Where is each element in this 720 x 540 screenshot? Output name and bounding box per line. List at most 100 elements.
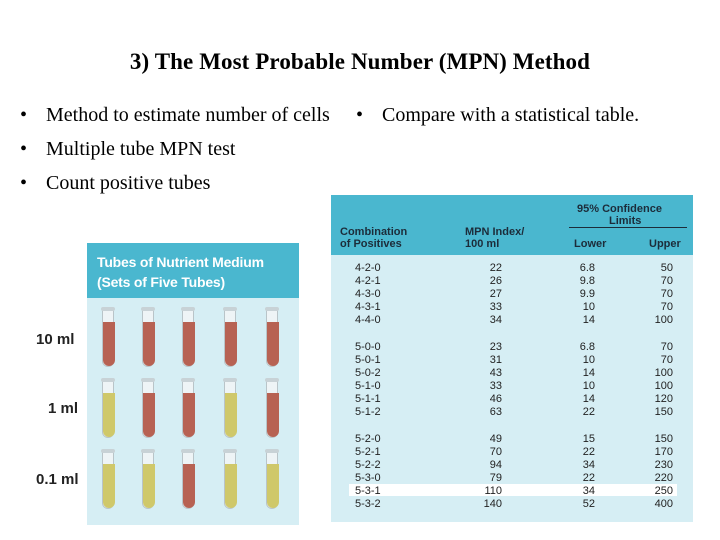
upper-limit-cell: 230 (654, 459, 673, 471)
upper-limit-cell: 170 (654, 446, 673, 458)
upper-limit-cell: 70 (660, 341, 673, 353)
combination-cell: 5-1-2 (355, 406, 381, 418)
test-tube-positive (101, 307, 115, 369)
upper-limit-cell: 150 (654, 406, 673, 418)
test-tube-positive (141, 378, 155, 440)
mpn-cell: 70 (489, 446, 502, 458)
mpn-cell: 34 (489, 314, 502, 326)
combination-cell: 5-0-1 (355, 354, 381, 366)
lower-limit-cell: 9.8 (579, 275, 595, 287)
lower-limit-cell: 6.8 (579, 262, 595, 274)
combination-cell: 4-4-0 (355, 314, 381, 326)
bullet-item: Method to estimate number of cells (20, 104, 340, 126)
mpn-cell: 23 (489, 341, 502, 353)
combination-header-line2: of Positives (340, 238, 402, 250)
mpn-cell: 26 (489, 275, 502, 287)
combination-cell: 5-3-0 (355, 472, 381, 484)
test-tube-negative (265, 449, 279, 511)
mpn-cell: 27 (489, 288, 502, 300)
combination-cell: 5-0-0 (355, 341, 381, 353)
mpn-cell: 79 (489, 472, 502, 484)
row-label-0-1ml: 0.1 ml (36, 471, 79, 488)
upper-limit-cell: 50 (660, 262, 673, 274)
mpn-header-line2: 100 ml (465, 238, 500, 250)
mpn-cell: 22 (489, 262, 502, 274)
tubes-header: Tubes of Nutrient Medium (Sets of Five T… (87, 243, 299, 298)
upper-limit-cell: 70 (660, 354, 673, 366)
upper-limit-cell: 220 (654, 472, 673, 484)
row-label-1ml: 1 ml (48, 400, 79, 417)
upper-header: Upper (649, 238, 681, 250)
lower-limit-cell: 22 (582, 406, 595, 418)
upper-limit-cell: 100 (654, 380, 673, 392)
test-tube-positive (181, 378, 195, 440)
mpn-header-line1: MPN Index/ (465, 226, 525, 238)
combination-cell: 5-3-1 (355, 485, 381, 497)
combination-cell: 5-3-2 (355, 498, 381, 510)
test-tube-negative (223, 449, 237, 511)
upper-limit-cell: 100 (654, 314, 673, 326)
mpn-cell: 94 (489, 459, 502, 471)
test-tube-positive (141, 307, 155, 369)
lower-limit-cell: 22 (582, 446, 595, 458)
mpn-cell: 140 (483, 498, 502, 510)
lower-header: Lower (574, 238, 607, 250)
right-bullet-list: Compare with a statistical table. (356, 104, 676, 138)
mpn-cell: 33 (489, 380, 502, 392)
row-label-10ml: 10 ml (36, 331, 75, 348)
lower-limit-cell: 52 (582, 498, 595, 510)
left-bullet-list: Method to estimate number of cells Multi… (20, 104, 340, 206)
combination-cell: 4-3-1 (355, 301, 381, 313)
mpn-cell: 49 (489, 433, 502, 445)
test-tube-negative (101, 449, 115, 511)
combination-cell: 5-1-1 (355, 393, 381, 405)
upper-limit-cell: 250 (654, 485, 673, 497)
test-tube-negative (223, 378, 237, 440)
mpn-cell: 110 (484, 485, 502, 497)
lower-limit-cell: 14 (582, 314, 595, 326)
tubes-header-line2: (Sets of Five Tubes) (97, 274, 225, 290)
bullet-item: Compare with a statistical table. (356, 104, 676, 126)
combination-cell: 5-2-2 (355, 459, 381, 471)
test-tube-positive (181, 307, 195, 369)
lower-limit-cell: 15 (582, 433, 595, 445)
table-header: 95% Confidence Limits Combination of Pos… (331, 195, 693, 255)
ci-header-line1: 95% Confidence (577, 203, 662, 215)
test-tube-negative (141, 449, 155, 511)
upper-limit-cell: 150 (654, 433, 673, 445)
lower-limit-cell: 14 (582, 367, 595, 379)
combination-cell: 5-1-0 (355, 380, 381, 392)
test-tube-positive (223, 307, 237, 369)
combination-cell: 5-2-1 (355, 446, 381, 458)
bullet-item: Count positive tubes (20, 172, 340, 194)
combination-cell: 5-0-2 (355, 367, 381, 379)
lower-limit-cell: 10 (582, 301, 595, 313)
test-tube-positive (181, 449, 195, 511)
mpn-cell: 31 (489, 354, 502, 366)
tubes-illustration: Tubes of Nutrient Medium (Sets of Five T… (87, 243, 299, 525)
lower-limit-cell: 9.9 (579, 288, 595, 300)
ci-divider (569, 227, 687, 228)
test-tube-positive (265, 307, 279, 369)
ci-header-line2: Limits (609, 215, 642, 227)
tubes-header-line1: Tubes of Nutrient Medium (97, 254, 264, 270)
lower-limit-cell: 6.8 (579, 341, 595, 353)
mpn-table: 95% Confidence Limits Combination of Pos… (331, 195, 693, 522)
upper-limit-cell: 100 (654, 367, 673, 379)
upper-limit-cell: 70 (660, 301, 673, 313)
upper-limit-cell: 70 (660, 275, 673, 287)
lower-limit-cell: 10 (582, 354, 595, 366)
bullet-item: Multiple tube MPN test (20, 138, 340, 160)
lower-limit-cell: 34 (582, 459, 595, 471)
lower-limit-cell: 10 (582, 380, 595, 392)
slide-title: 3) The Most Probable Number (MPN) Method (129, 49, 591, 74)
mpn-cell: 33 (489, 301, 502, 313)
test-tube-negative (101, 378, 115, 440)
combination-cell: 4-2-0 (355, 262, 381, 274)
lower-limit-cell: 22 (582, 472, 595, 484)
combination-cell: 4-2-1 (355, 275, 381, 287)
upper-limit-cell: 120 (654, 393, 673, 405)
upper-limit-cell: 400 (654, 498, 673, 510)
mpn-cell: 63 (489, 406, 502, 418)
lower-limit-cell: 34 (582, 485, 595, 497)
